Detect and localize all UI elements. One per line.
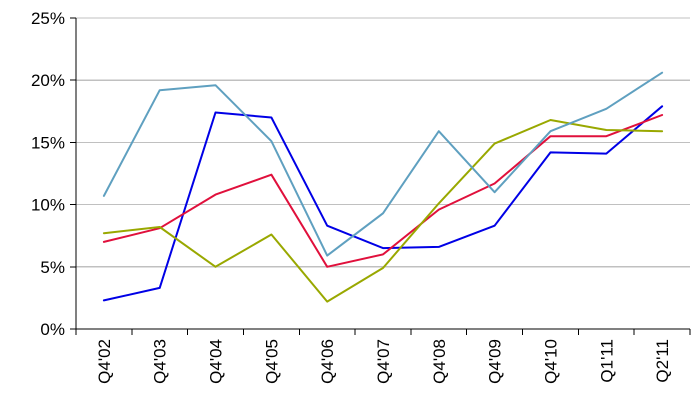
series-line-2 <box>102 114 664 268</box>
x-tick-label: Q4'04 <box>207 339 226 384</box>
y-tick-label: 10% <box>31 196 65 215</box>
x-tick-label: Q4'10 <box>541 339 560 384</box>
series-lines <box>102 71 664 303</box>
x-tick-label: Q2'11 <box>653 339 672 383</box>
x-tick-label: Q4'05 <box>262 339 281 384</box>
y-tick-label: 15% <box>31 133 65 152</box>
x-tick-label: Q4'06 <box>318 339 337 384</box>
x-tick-label: Q1'11 <box>597 339 616 383</box>
x-tick-label: Q4'08 <box>430 339 449 384</box>
y-tick-label: 25% <box>31 9 65 28</box>
x-tick-label: Q4'02 <box>95 339 114 384</box>
axes <box>70 17 691 335</box>
series-line-4 <box>102 71 664 257</box>
y-tick-label: 0% <box>40 320 65 339</box>
series-line-1 <box>102 105 664 302</box>
y-tick-label: 5% <box>40 258 65 277</box>
y-tick-label: 20% <box>31 71 65 90</box>
y-tick-labels: 0% 5% 10% 15% 20% 25% <box>31 9 65 339</box>
x-tick-label: Q4'09 <box>486 339 505 384</box>
x-tick-label: Q4'07 <box>374 339 393 384</box>
gridlines <box>76 17 690 268</box>
x-tick-labels: Q4'02 Q4'03 Q4'04 Q4'05 Q4'06 Q4'07 Q4'08 Q4'09… <box>95 339 672 384</box>
x-tick-label: Q4'03 <box>151 339 170 384</box>
